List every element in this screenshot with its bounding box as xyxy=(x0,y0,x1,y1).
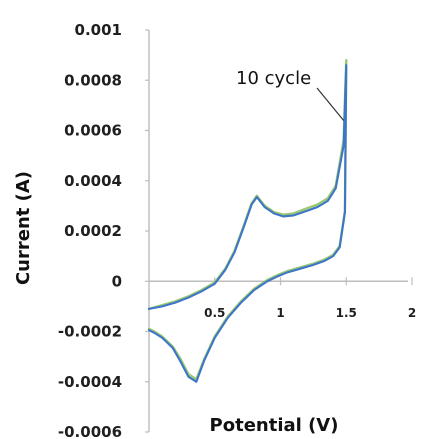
x-tick-label: 0.5 xyxy=(204,306,225,320)
y-tick-label: -0.0006 xyxy=(58,423,122,439)
labels-layer: 0.001 0.0008 0.0006 0.0004 0.0002 0 -0.0002 -0.… xyxy=(13,21,416,439)
annotation-layer: 10 cycle xyxy=(236,68,345,121)
y-tick-label: -0.0004 xyxy=(58,373,122,391)
y-tick-label: -0.0002 xyxy=(58,323,122,341)
y-tick-label: 0 xyxy=(112,272,122,290)
axes-layer xyxy=(145,29,413,433)
y-tick-label: 0.0004 xyxy=(64,172,122,190)
x-tick-label: 2 xyxy=(408,306,416,320)
x-tick-label: 1 xyxy=(276,306,284,320)
y-tick-label: 0.0008 xyxy=(64,71,122,89)
annotation-leader-line xyxy=(316,87,345,121)
series-line-green xyxy=(147,58,348,381)
y-tick-label: 0.001 xyxy=(75,21,122,39)
y-axis-title: Current (A) xyxy=(13,171,34,285)
x-axis-title: Potential (V) xyxy=(210,415,339,436)
x-tick-label: 1.5 xyxy=(336,306,357,320)
series-line-blue xyxy=(147,64,348,383)
annotation-label: 10 cycle xyxy=(236,68,311,89)
series-layer xyxy=(147,58,348,383)
y-tick-label: 0.0006 xyxy=(64,122,122,140)
y-tick-label: 0.0002 xyxy=(64,222,122,240)
